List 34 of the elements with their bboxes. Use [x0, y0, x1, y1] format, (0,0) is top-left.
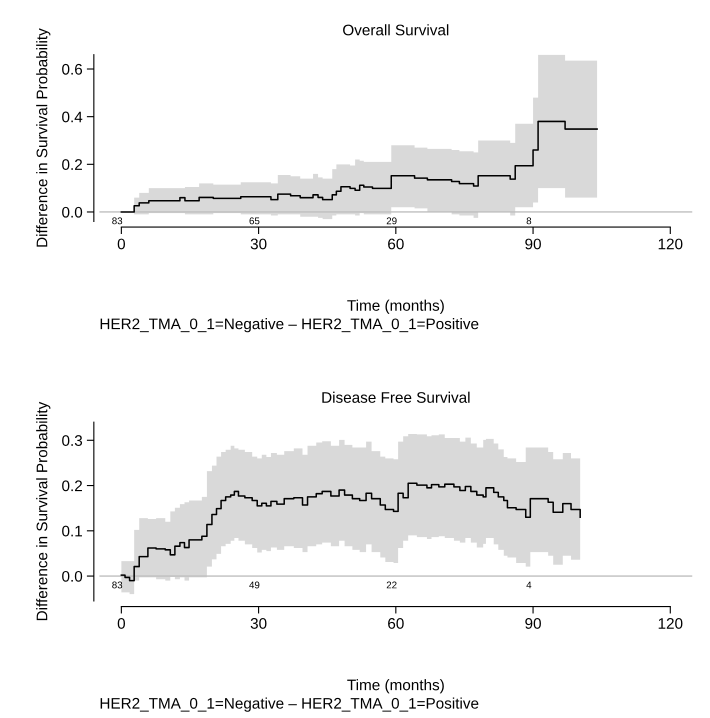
- x-tick-label: 120: [658, 618, 682, 629]
- x-tick-label: 120: [658, 238, 682, 250]
- y-tick-label: 0.3: [62, 435, 82, 446]
- x-tick-label: 90: [525, 238, 541, 250]
- y-tick-label: 0.6: [62, 64, 82, 75]
- chart-title: Overall Survival: [343, 24, 448, 36]
- text: HER2_TMA_0_1=Negative – HER2_TMA_0_1=Positive: [100, 698, 478, 712]
- annotation: 83: [112, 217, 122, 224]
- annotation: 65: [250, 217, 260, 224]
- text: HER2_TMA_0_1=Negative – HER2_TMA_0_1=Positive: [100, 318, 478, 332]
- y-axis-title: Difference in Survival Probability: [36, 28, 50, 247]
- x-tick-label: 90: [525, 618, 541, 629]
- x-tick-label: 60: [388, 238, 404, 250]
- y-tick-label: 0.4: [62, 112, 82, 122]
- annotation: 22: [386, 582, 397, 588]
- y-tick-label: 0.0: [62, 206, 82, 218]
- x-tick-label: 30: [250, 238, 266, 250]
- x-axis-title: Time (months): [347, 300, 444, 314]
- annotation: 29: [386, 217, 397, 224]
- chart-title: Disease Free Survival: [322, 392, 470, 403]
- x-tick-label: 30: [250, 618, 266, 629]
- annotation: 83: [112, 582, 122, 588]
- x-axis-title: Time (months): [347, 679, 444, 694]
- y-tick-label: 0.1: [62, 526, 82, 536]
- annotation: 49: [249, 582, 260, 588]
- annotation: 8: [526, 217, 532, 224]
- x-tick-label: 60: [388, 618, 404, 629]
- y-tick-label: 0.2: [62, 159, 82, 170]
- y-tick-label: 0.2: [62, 480, 82, 492]
- x-tick-label: 0: [118, 618, 126, 629]
- y-axis-title: Difference in Survival Probability: [36, 402, 50, 620]
- annotation: 4: [526, 582, 532, 588]
- x-tick-label: 0: [118, 238, 126, 250]
- y-tick-label: 0.0: [62, 570, 82, 582]
